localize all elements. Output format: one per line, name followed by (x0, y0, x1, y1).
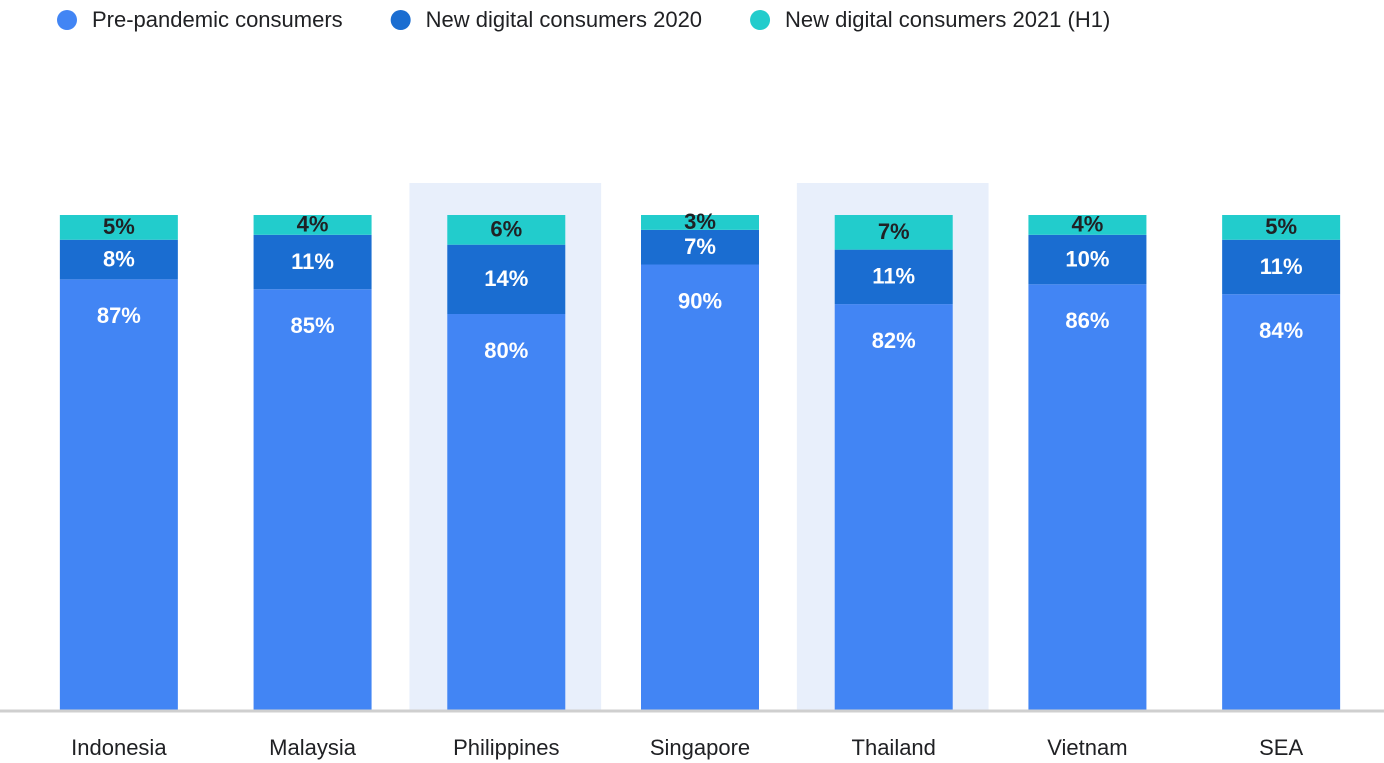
value-label: 8% (103, 246, 135, 271)
bar-segment (1222, 215, 1341, 240)
bar-segment (834, 215, 953, 250)
bar-segment (834, 304, 953, 710)
value-label: 14% (484, 266, 528, 291)
value-label: 85% (291, 313, 335, 338)
value-label: 11% (291, 249, 334, 274)
value-label: 11% (872, 264, 915, 289)
value-label: 4% (297, 212, 329, 237)
legend-marker (390, 10, 411, 30)
bar-segment (1222, 294, 1341, 710)
value-label: 80% (484, 338, 528, 363)
value-label: 5% (103, 214, 135, 239)
bar-segment (447, 244, 566, 314)
bar-segment (253, 215, 372, 235)
value-label: 3% (684, 209, 716, 234)
x-tick-label: SEA (1259, 735, 1303, 760)
x-tick-label: Vietnam (1047, 735, 1127, 760)
value-label: 5% (1265, 214, 1297, 239)
legend-label: Pre-pandemic consumers (92, 7, 343, 32)
legend-label: New digital consumers 2021 (H1) (785, 7, 1110, 32)
value-label: 86% (1065, 308, 1109, 333)
bar-segment (59, 215, 178, 240)
value-label: 10% (1065, 246, 1109, 271)
value-label: 6% (490, 217, 522, 242)
value-label: 84% (1259, 318, 1303, 343)
bar-segment (59, 239, 178, 280)
bar-segment (1222, 239, 1341, 295)
legend-marker (750, 10, 771, 30)
bar-segment (1028, 234, 1147, 285)
bar-segment (253, 289, 372, 710)
x-tick-label: Philippines (453, 735, 559, 760)
x-tick-label: Malaysia (269, 735, 357, 760)
value-label: 7% (878, 219, 910, 244)
bar-segment (641, 264, 759, 710)
x-tick-label: Singapore (650, 735, 750, 760)
value-label: 87% (97, 303, 141, 328)
value-label: 7% (684, 234, 716, 259)
x-tick-label: Indonesia (71, 735, 167, 760)
value-label: 11% (1260, 254, 1303, 279)
value-label: 82% (872, 328, 916, 353)
bar-segment (1028, 284, 1147, 710)
bar-segment (641, 215, 759, 230)
value-label: 4% (1072, 212, 1104, 237)
x-tick-label: Thailand (852, 735, 936, 760)
value-label: 90% (678, 288, 722, 313)
bar-segment (447, 215, 566, 245)
bar-segment (59, 279, 178, 710)
bar-segment (253, 234, 372, 290)
legend-label: New digital consumers 2020 (426, 7, 702, 32)
bar-segment (1028, 215, 1147, 235)
bar-segment (641, 229, 759, 265)
bar-segment (447, 314, 566, 710)
legend-marker (57, 10, 77, 30)
bar-segment (834, 249, 953, 305)
